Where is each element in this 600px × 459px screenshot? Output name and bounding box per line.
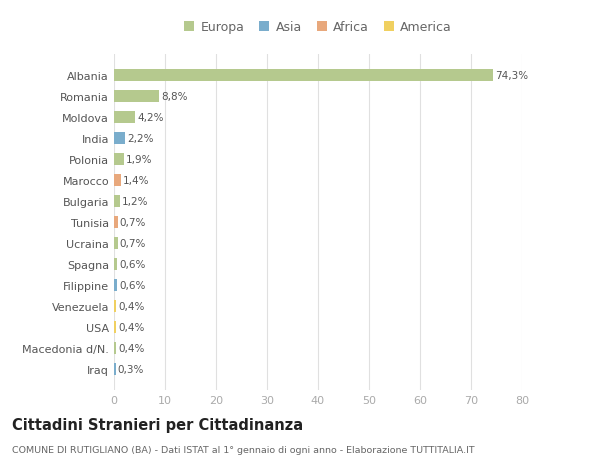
Text: 4,2%: 4,2% xyxy=(137,113,164,123)
Bar xyxy=(114,154,124,166)
Text: 74,3%: 74,3% xyxy=(495,71,528,81)
Bar xyxy=(114,196,120,207)
Text: 0,6%: 0,6% xyxy=(119,280,145,291)
Bar xyxy=(114,301,116,312)
Text: 1,2%: 1,2% xyxy=(122,197,149,207)
Text: COMUNE DI RUTIGLIANO (BA) - Dati ISTAT al 1° gennaio di ogni anno - Elaborazione: COMUNE DI RUTIGLIANO (BA) - Dati ISTAT a… xyxy=(12,445,475,454)
Bar xyxy=(114,133,125,145)
Text: 0,7%: 0,7% xyxy=(119,239,146,248)
Text: 8,8%: 8,8% xyxy=(161,92,187,102)
Bar xyxy=(114,322,116,333)
Bar xyxy=(114,217,118,229)
Text: 0,7%: 0,7% xyxy=(119,218,146,228)
Bar xyxy=(114,342,116,354)
Bar xyxy=(114,175,121,186)
Bar xyxy=(114,70,493,82)
Text: 2,2%: 2,2% xyxy=(127,134,154,144)
Bar xyxy=(114,91,159,103)
Legend: Europa, Asia, Africa, America: Europa, Asia, Africa, America xyxy=(184,21,452,34)
Text: Cittadini Stranieri per Cittadinanza: Cittadini Stranieri per Cittadinanza xyxy=(12,417,303,432)
Text: 0,3%: 0,3% xyxy=(118,364,144,374)
Bar xyxy=(114,238,118,249)
Bar xyxy=(114,364,116,375)
Text: 0,4%: 0,4% xyxy=(118,343,145,353)
Text: 0,4%: 0,4% xyxy=(118,322,145,332)
Bar xyxy=(114,112,136,123)
Bar xyxy=(114,280,117,291)
Text: 1,9%: 1,9% xyxy=(126,155,152,165)
Bar xyxy=(114,259,117,270)
Text: 1,4%: 1,4% xyxy=(123,176,149,186)
Text: 0,6%: 0,6% xyxy=(119,259,145,269)
Text: 0,4%: 0,4% xyxy=(118,302,145,311)
